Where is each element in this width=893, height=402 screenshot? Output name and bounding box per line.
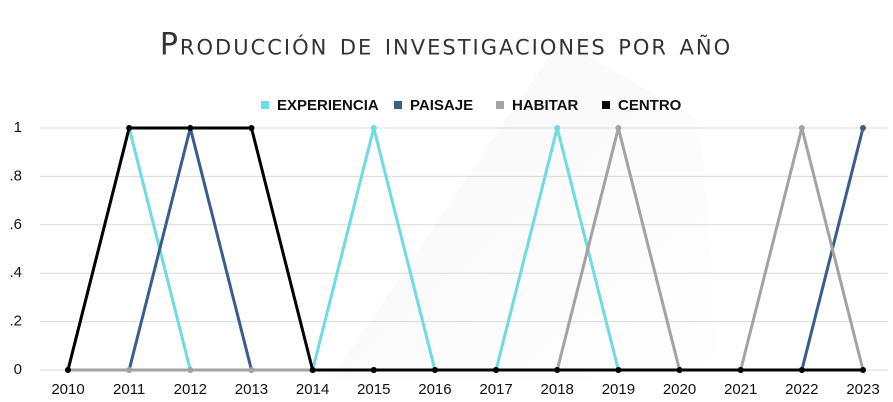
x-tick-label: 2017 — [479, 381, 512, 398]
y-tick-label: .4 — [9, 264, 22, 281]
data-point — [248, 125, 254, 131]
legend-label: CENTRO — [618, 97, 682, 114]
x-tick-label: 2011 — [113, 381, 145, 398]
data-point — [554, 125, 560, 131]
legend-marker — [394, 101, 402, 109]
data-point — [248, 367, 254, 373]
data-point — [187, 367, 193, 373]
data-point — [310, 367, 316, 373]
x-tick-label: 2012 — [174, 381, 207, 398]
data-point — [860, 125, 866, 131]
data-point — [493, 367, 499, 373]
x-tick-label: 2014 — [296, 381, 329, 398]
data-point — [799, 367, 805, 373]
data-point — [615, 125, 621, 131]
y-tick-label: .6 — [9, 216, 22, 233]
x-tick-label: 2023 — [846, 381, 879, 398]
x-tick-label: 2020 — [663, 381, 696, 398]
y-tick-label: 1 — [14, 119, 22, 136]
legend-label: EXPERIENCIA — [277, 97, 379, 114]
data-point — [554, 367, 560, 373]
x-tick-label: 2016 — [418, 381, 451, 398]
legend-marker — [496, 101, 504, 109]
x-tick-label: 2022 — [785, 381, 818, 398]
x-tick-label: 2013 — [235, 381, 268, 398]
chart: Producción de investigaciones por año 0.… — [0, 0, 893, 402]
data-point — [738, 367, 744, 373]
y-tick-label: .2 — [9, 313, 22, 330]
data-point — [799, 125, 805, 131]
data-point — [677, 367, 683, 373]
legend-label: HABITAR — [512, 97, 579, 114]
y-tick-label: 0 — [14, 361, 22, 378]
legend-marker — [602, 101, 610, 109]
data-point — [65, 367, 71, 373]
data-point — [432, 367, 438, 373]
x-tick-label: 2018 — [541, 381, 574, 398]
legend-marker — [261, 101, 269, 109]
chart-title: Producción de investigaciones por año — [160, 28, 732, 63]
data-point — [126, 125, 132, 131]
data-point — [126, 367, 132, 373]
background-decoration — [330, 40, 720, 380]
y-tick-label: .8 — [9, 167, 22, 184]
data-point — [371, 367, 377, 373]
legend-label: PAISAJE — [410, 97, 473, 114]
data-point — [615, 367, 621, 373]
data-point — [371, 125, 377, 131]
x-tick-label: 2021 — [724, 381, 757, 398]
x-tick-label: 2019 — [602, 381, 635, 398]
data-point — [187, 125, 193, 131]
data-point — [860, 367, 866, 373]
x-tick-label: 2010 — [51, 381, 84, 398]
x-tick-label: 2015 — [357, 381, 390, 398]
